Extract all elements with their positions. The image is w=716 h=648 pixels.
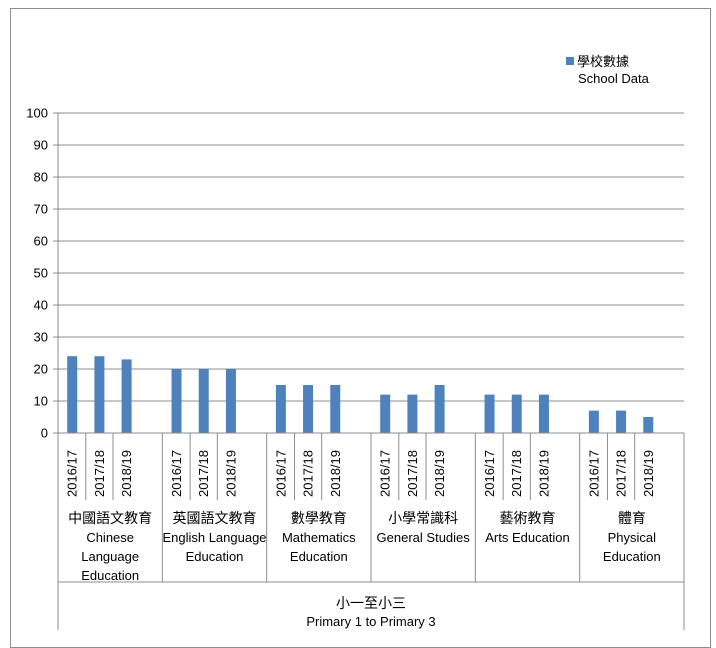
year-tick-label: 2018/19 — [223, 450, 238, 497]
year-tick-label: 2017/18 — [614, 450, 629, 497]
group-label-zh: 小學常識科 — [388, 510, 458, 526]
year-tick-label: 2017/18 — [196, 450, 211, 497]
year-tick-label: 2017/18 — [92, 450, 107, 497]
group-label-en: Language — [81, 549, 139, 564]
y-tick-label: 90 — [34, 138, 48, 153]
year-tick-label: 2017/18 — [301, 450, 316, 497]
group-label-zh: 英國語文教育 — [173, 510, 257, 526]
y-tick-label: 100 — [26, 106, 48, 121]
year-tick-label: 2016/17 — [273, 450, 288, 497]
y-tick-label: 0 — [41, 426, 48, 441]
gridlines — [58, 112, 684, 434]
bar — [643, 417, 654, 433]
year-tick-label: 2016/17 — [378, 450, 393, 497]
group-label-en: Education — [290, 549, 348, 564]
bar — [121, 359, 132, 433]
group-label-zh: 體育 — [618, 510, 646, 526]
year-tick-label: 2018/19 — [432, 450, 447, 497]
bar — [616, 410, 627, 433]
bar — [380, 394, 391, 433]
bar — [588, 410, 599, 433]
year-tick-label: 2018/19 — [328, 450, 343, 497]
group-label-zh: 藝術教育 — [500, 510, 556, 526]
legend-series-name-zh: 學校數據 — [577, 54, 630, 69]
bars — [67, 356, 654, 433]
year-tick-label: 2017/18 — [509, 450, 524, 497]
bar — [330, 385, 341, 433]
bar — [511, 394, 522, 433]
group-label-en: Education — [603, 549, 661, 564]
year-tick-label: 2018/19 — [119, 450, 134, 497]
group-label-en: General Studies — [377, 530, 471, 545]
axes — [53, 112, 685, 630]
bar-chart: 0 10 20 30 40 50 60 70 80 90 100 2016/17 2017/18 2018… — [26, 106, 685, 630]
y-tick-label: 80 — [34, 170, 48, 185]
outer-category-label-zh: 小一至小三 — [336, 595, 406, 611]
bar — [171, 369, 182, 433]
year-tick-label: 2018/19 — [641, 450, 656, 497]
group-label-en: Education — [186, 549, 244, 564]
group-label-en: Physical — [608, 530, 657, 545]
y-tick-label: 30 — [34, 330, 48, 345]
bar — [198, 369, 209, 433]
bar — [94, 356, 105, 433]
bar — [407, 394, 418, 433]
group-label-en: Arts Education — [485, 530, 570, 545]
bar — [275, 385, 286, 433]
outer-category-label-en: Primary 1 to Primary 3 — [306, 614, 435, 629]
year-tick-label: 2016/17 — [65, 450, 80, 497]
group-label-en: Mathematics — [282, 530, 356, 545]
chart-frame — [10, 8, 711, 648]
year-tick-label: 2016/17 — [169, 450, 184, 497]
y-tick-label: 10 — [34, 394, 48, 409]
bar — [538, 394, 549, 433]
y-tick-label: 60 — [34, 234, 48, 249]
legend-swatch — [566, 57, 574, 65]
year-tick-label: 2017/18 — [405, 450, 420, 497]
year-tick-label: 2016/17 — [482, 450, 497, 497]
y-tick-label: 70 — [34, 202, 48, 217]
group-label-en: Education — [81, 568, 139, 583]
group-label-en: Chinese — [86, 530, 134, 545]
y-tick-label: 40 — [34, 298, 48, 313]
legend-series-name-en: School Data — [578, 71, 649, 86]
bar — [484, 394, 495, 433]
bar — [225, 369, 236, 433]
bar — [434, 385, 445, 433]
year-tick-label: 2016/17 — [586, 450, 601, 497]
axis-labels: 0 10 20 30 40 50 60 70 80 90 100 2016/17 2017/18 2018… — [26, 106, 660, 630]
year-tick-label: 2018/19 — [536, 450, 551, 497]
group-label-en: English Language — [162, 530, 266, 545]
group-label-zh: 數學教育 — [291, 510, 347, 526]
y-tick-label: 20 — [34, 362, 48, 377]
group-label-zh: 中國語文教育 — [68, 510, 152, 526]
bar — [67, 356, 78, 433]
bar — [303, 385, 314, 433]
y-tick-label: 50 — [34, 266, 48, 281]
